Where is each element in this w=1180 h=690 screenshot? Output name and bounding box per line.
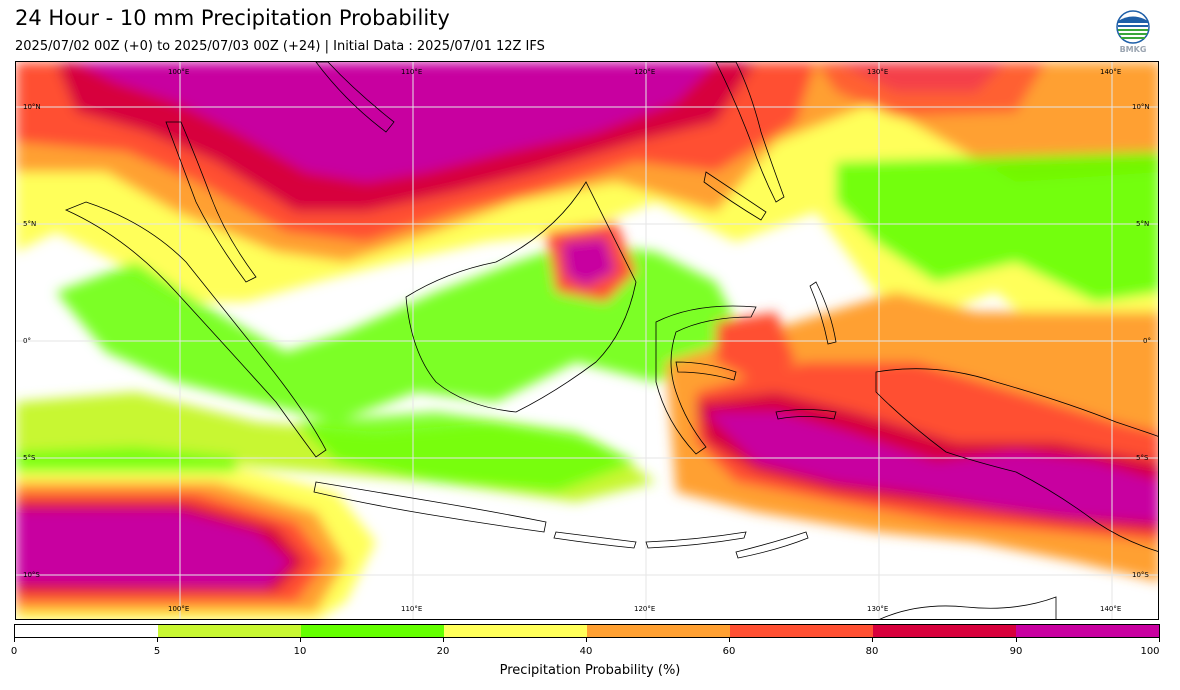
field-orange-west-coast: [716, 312, 796, 382]
lon-label-bottom-100: 100°E: [168, 605, 190, 613]
colorbar-tick-40: 40: [579, 646, 593, 657]
precipitation-map: 100°E 110°E 120°E 130°E 140°E 100°E 110°…: [15, 61, 1159, 620]
colorbar-tick-80: 80: [865, 646, 879, 657]
colorbar-segment-90-100: [1016, 625, 1159, 637]
map-subtitle: 2025/07/02 00Z (+0) to 2025/07/03 00Z (+…: [15, 39, 545, 54]
field-magenta-sw: [16, 510, 291, 587]
field-magenta-east: [706, 412, 1158, 522]
map-title: 24 Hour - 10 mm Precipitation Probabilit…: [15, 6, 450, 30]
lat-label-left-5n: 5°N: [23, 220, 37, 228]
lon-label-top-110: 110°E: [401, 68, 423, 76]
colorbar-tick-100: 100: [1140, 646, 1160, 657]
lat-label-right-5n: 5°N: [1136, 220, 1150, 228]
probability-field: [16, 62, 1158, 619]
colorbar-segment-80-90: [873, 625, 1016, 637]
logo-label: BMKG: [1119, 45, 1147, 54]
colorbar-segment-20-40: [444, 625, 587, 637]
lon-label-bottom-140: 140°E: [1100, 605, 1122, 613]
lon-label-top-130: 130°E: [867, 68, 889, 76]
field-green-sw-edge: [16, 447, 236, 472]
graticule: [16, 62, 1158, 619]
lon-label-bottom-110: 110°E: [401, 605, 423, 613]
colorbar-tick-10: 10: [293, 646, 307, 657]
lat-label-right-5s: 5°S: [1136, 454, 1149, 462]
lon-label-bottom-120: 120°E: [634, 605, 656, 613]
field-magenta-north: [76, 62, 716, 182]
coastlines: [64, 62, 1158, 619]
lat-label-left-0: 0°: [23, 337, 31, 345]
colorbar-segment-0-5: [15, 625, 158, 637]
lat-label-right-10s: 10°S: [1132, 571, 1149, 579]
lat-label-left-10s: 10°S: [23, 571, 40, 579]
lon-label-top-100: 100°E: [168, 68, 190, 76]
map-canvas: [16, 62, 1158, 619]
colorbar-tick-20: 20: [436, 646, 450, 657]
lat-label-left-5s: 5°S: [23, 454, 36, 462]
field-red-ne: [816, 62, 1046, 117]
lon-label-top-120: 120°E: [634, 68, 656, 76]
lat-label-right-0: 0°: [1143, 337, 1151, 345]
lat-label-right-10n: 10°N: [1132, 103, 1150, 111]
colorbar-segment-5-10: [158, 625, 301, 637]
colorbar-segment-10-20: [301, 625, 444, 637]
field-green-south: [296, 412, 636, 492]
field-hotspot-borneo-core: [561, 237, 616, 287]
colorbar-segment-40-60: [587, 625, 730, 637]
colorbar-tick-60: 60: [722, 646, 736, 657]
colorbar: [14, 624, 1160, 638]
field-green-east: [836, 152, 1158, 302]
lon-label-top-140: 140°E: [1100, 68, 1122, 76]
colorbar-tick-90: 90: [1009, 646, 1023, 657]
colorbar-tick-5: 5: [153, 646, 161, 657]
colorbar-tick-0: 0: [10, 646, 18, 657]
lon-label-bottom-130: 130°E: [867, 605, 889, 613]
colorbar-label: Precipitation Probability (%): [499, 663, 681, 678]
bmkg-logo-icon: [1116, 10, 1150, 44]
lat-label-left-10n: 10°N: [23, 103, 41, 111]
colorbar-segment-60-80: [730, 625, 873, 637]
